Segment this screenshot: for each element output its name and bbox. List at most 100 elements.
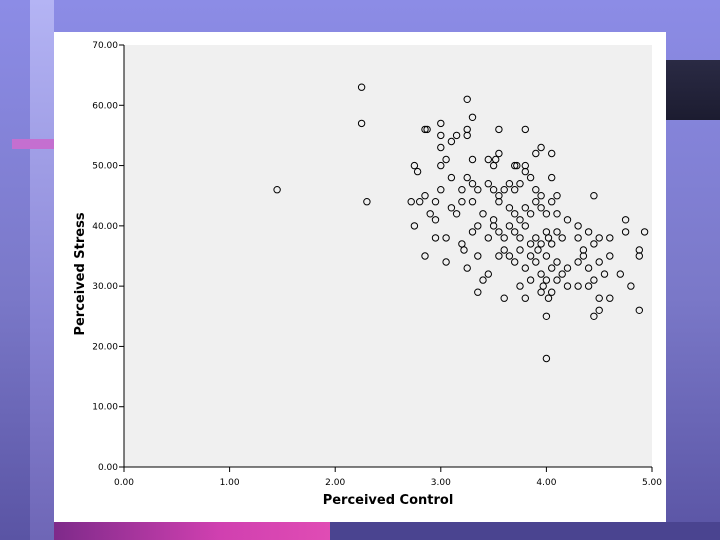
data-point [595, 258, 603, 266]
data-point [468, 155, 477, 164]
data-point [410, 222, 419, 230]
data-point [526, 276, 535, 284]
data-point [548, 288, 556, 296]
data-point [521, 167, 529, 176]
data-point [495, 198, 503, 206]
y-tick-label: 70.00 [92, 41, 118, 51]
data-point [553, 192, 561, 200]
data-point [574, 234, 582, 242]
pink-accent-bar [12, 139, 54, 149]
data-point [563, 264, 572, 272]
data-point [442, 234, 450, 242]
plot-area [124, 45, 652, 467]
data-point [548, 149, 556, 158]
data-point [590, 276, 598, 284]
y-axis: 0.00 10.00 20.00 30.00 40.00 50.00 60.00 70.00 [92, 41, 125, 473]
data-point [437, 161, 445, 170]
data-point [521, 264, 529, 272]
data-point [431, 216, 440, 224]
data-point [492, 155, 500, 164]
data-point [495, 252, 503, 260]
data-point [479, 210, 487, 218]
y-tick-label: 60.00 [92, 101, 118, 111]
data-point [574, 222, 582, 230]
data-point [437, 186, 445, 194]
data-point [526, 252, 535, 260]
data-point [521, 294, 529, 302]
data-point [468, 113, 477, 122]
data-point [584, 282, 593, 290]
y-axis-title: Perceived Stress [73, 212, 88, 335]
data-point [521, 222, 529, 230]
data-point [484, 180, 492, 188]
data-point [600, 270, 609, 278]
scatter-chart: 0.0010.0020.0030.0040.0050.0060.0070.00 … [73, 41, 662, 508]
data-point [431, 234, 440, 242]
data-point [532, 258, 540, 266]
data-point [526, 173, 535, 182]
data-point [357, 83, 366, 91]
data-point [474, 252, 482, 260]
data-point [635, 306, 643, 314]
data-point [516, 282, 524, 290]
data-point [474, 288, 482, 296]
y-tick-label: 10.00 [92, 403, 118, 413]
data-point [511, 161, 519, 170]
data-point [410, 161, 419, 170]
data-point [574, 282, 582, 290]
y-tick-label: 50.00 [92, 162, 118, 172]
data-point [595, 294, 603, 302]
data-point [474, 186, 482, 194]
data-point [606, 234, 614, 242]
data-point [532, 149, 540, 158]
data-point [505, 252, 514, 260]
data-point [516, 234, 524, 242]
data-point [635, 246, 643, 254]
data-point [413, 167, 422, 176]
data-point [489, 186, 498, 194]
x-tick-label: 1.00 [220, 478, 240, 488]
data-point [595, 306, 603, 314]
data-point [521, 204, 529, 212]
data-point [574, 258, 582, 266]
data-point [521, 125, 529, 134]
data-point [357, 119, 366, 128]
data-point [474, 222, 482, 230]
data-point [537, 192, 545, 200]
data-point [548, 240, 556, 248]
data-point [553, 228, 561, 236]
data-point [558, 270, 566, 278]
data-point [421, 192, 429, 200]
data-point [407, 198, 415, 206]
data-point [511, 258, 519, 266]
data-point [495, 125, 503, 134]
x-axis: 0.00 1.00 2.00 3.00 4.00 5.00 [114, 466, 662, 488]
data-point [468, 228, 477, 236]
data-point [606, 252, 614, 260]
data-point [542, 312, 551, 320]
data-point [442, 258, 450, 266]
data-point [548, 264, 556, 272]
data-point [537, 204, 545, 212]
data-point [273, 186, 281, 194]
x-tick-label: 5.00 [642, 478, 662, 488]
x-tick-label: 3.00 [431, 478, 451, 488]
data-point [505, 204, 514, 212]
data-point [537, 240, 545, 248]
data-point [505, 222, 514, 230]
data-point [511, 186, 519, 194]
data-point [452, 131, 461, 140]
data-point [421, 125, 429, 134]
data-point [437, 119, 445, 128]
y-tick-label: 20.00 [92, 342, 118, 352]
data-point [553, 276, 561, 284]
data-point [495, 228, 503, 236]
data-point [442, 155, 450, 164]
data-point [563, 282, 572, 290]
data-point [505, 180, 514, 188]
data-point [484, 270, 492, 278]
data-point [484, 234, 492, 242]
data-point [458, 198, 466, 206]
data-point [532, 186, 540, 194]
data-point [452, 210, 461, 218]
